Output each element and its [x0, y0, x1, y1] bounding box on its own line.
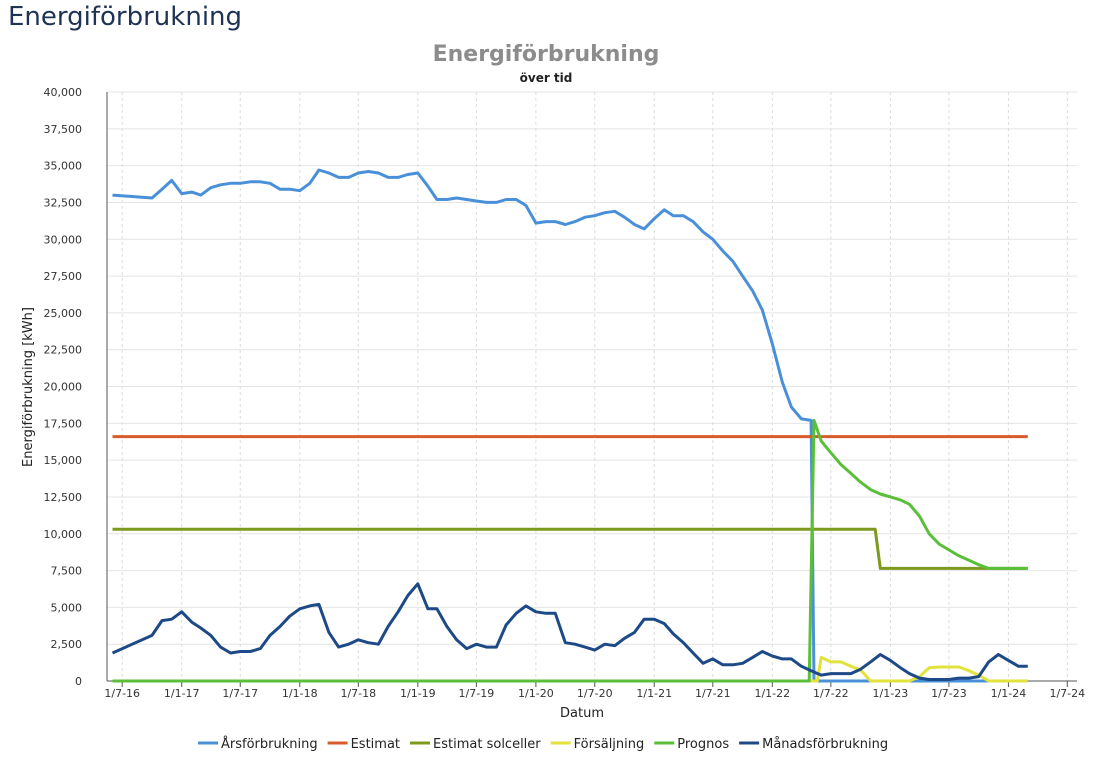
x-axis-label: Datum	[560, 706, 604, 721]
y-tick-label: 2,500	[51, 638, 83, 651]
y-tick-label: 17,500	[44, 417, 83, 430]
x-tick-label: 1/7-24	[1049, 687, 1085, 700]
y-tick-label: 40,000	[44, 86, 83, 99]
x-tick-label: 1/1-17	[164, 687, 200, 700]
legend-item[interactable]: Månadsförbrukning	[739, 737, 888, 752]
legend-label: Estimat solceller	[433, 737, 541, 752]
x-tick-label: 1/1-23	[873, 687, 909, 700]
y-tick-label: 27,500	[44, 270, 83, 283]
x-tick-label: 1/7-19	[459, 687, 495, 700]
chart-subtitle: över tid	[520, 71, 573, 85]
x-tick-label: 1/1-21	[636, 687, 672, 700]
x-tick-label: 1/7-18	[340, 687, 376, 700]
x-tick-label: 1/7-21	[695, 687, 731, 700]
y-tick-label: 35,000	[44, 160, 83, 173]
y-tick-label: 15,000	[44, 454, 83, 467]
x-tick-label: 1/7-22	[813, 687, 849, 700]
x-tick-label: 1/1-22	[754, 687, 790, 700]
y-tick-label: 12,500	[44, 491, 83, 504]
x-tick-label: 1/7-23	[931, 687, 967, 700]
x-tick-label: 1/7-17	[222, 687, 258, 700]
axes: 0 2,500 5,000 7,500 10,000 12,500 15,000 17,500…	[44, 86, 1086, 700]
legend: Årsförbrukning Estimat Estimat solceller Fö…	[198, 736, 888, 752]
x-tick-label: 1/1-18	[282, 687, 318, 700]
y-tick-label: 0	[75, 675, 82, 688]
legend-label: Månadsförbrukning	[762, 737, 888, 752]
series-lines	[111, 168, 1028, 683]
y-tick-label: 25,000	[44, 307, 83, 320]
series-line-prognos	[112, 418, 1028, 683]
legend-item[interactable]: Estimat	[327, 737, 400, 752]
x-tick-label: 1/7-16	[104, 687, 140, 700]
x-tick-label: 1/1-20	[518, 687, 554, 700]
page-title: Energiförbrukning	[8, 2, 243, 32]
series-line-årsförbrukning	[112, 168, 1028, 683]
series-line-månadsförbrukning	[111, 582, 1028, 681]
chart-title: Energiförbrukning	[433, 42, 660, 67]
legend-item[interactable]: Försäljning	[550, 737, 645, 752]
y-tick-label: 10,000	[44, 528, 83, 541]
grid	[107, 91, 1077, 682]
y-tick-label: 22,500	[44, 344, 83, 357]
legend-label: Prognos	[677, 737, 729, 752]
legend-item[interactable]: Årsförbrukning	[198, 736, 318, 752]
legend-label: Försäljning	[574, 737, 645, 752]
legend-label: Estimat	[351, 737, 400, 752]
legend-item[interactable]: Estimat solceller	[410, 737, 541, 752]
y-tick-label: 20,000	[44, 381, 83, 394]
legend-item[interactable]: Prognos	[654, 737, 729, 752]
x-tick-label: 1/7-20	[577, 687, 613, 700]
y-axis-label: Energiförbrukning [kWh]	[21, 307, 36, 467]
series-line-estimat-solceller	[112, 527, 1028, 570]
y-tick-label: 37,500	[44, 123, 83, 136]
legend-label: Årsförbrukning	[221, 736, 318, 752]
x-tick-label: 1/1-19	[400, 687, 436, 700]
x-tick-label: 1/1-24	[991, 687, 1027, 700]
y-tick-label: 5,000	[51, 601, 83, 614]
series-line-försäljning	[112, 655, 1028, 683]
y-tick-label: 30,000	[44, 233, 83, 246]
y-tick-label: 32,500	[44, 196, 83, 209]
y-tick-label: 7,500	[51, 565, 83, 578]
